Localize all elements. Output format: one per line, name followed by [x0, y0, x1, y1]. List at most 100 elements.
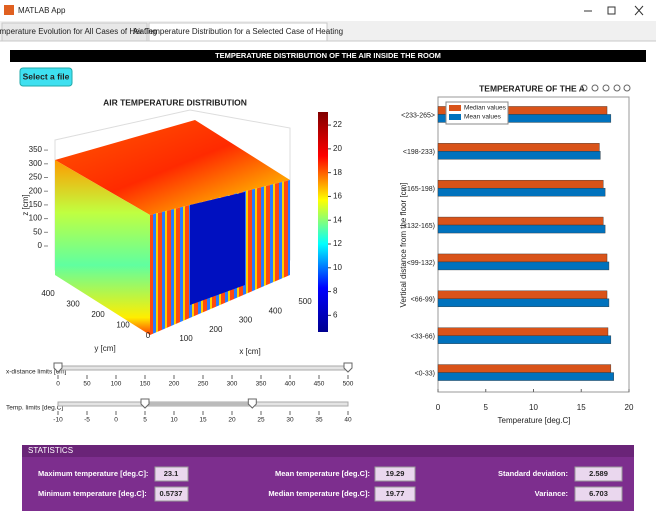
slider-thumb[interactable] — [140, 398, 150, 409]
stat-box — [574, 486, 623, 502]
z-tick-label: 100 — [29, 214, 43, 223]
colorbar-tick-label: 6 — [333, 310, 338, 319]
slider-thumb[interactable] — [247, 398, 257, 409]
slider-range — [145, 402, 253, 406]
stat-value: 2.589 — [589, 469, 608, 478]
x-tick-label: 15 — [577, 403, 586, 412]
stat-value: 0.5737 — [160, 489, 183, 498]
x-tick-label: 20 — [625, 403, 634, 412]
slider-thumb[interactable] — [343, 362, 353, 373]
slider-tick-label: 30 — [286, 417, 294, 424]
legend-label: Mean values — [464, 114, 502, 121]
slider-track — [57, 365, 349, 371]
bar — [437, 290, 608, 300]
y-tick-label: <132-165) — [403, 223, 435, 230]
bar — [437, 114, 612, 123]
slider-tick-label: 20 — [228, 417, 236, 424]
bar — [437, 298, 610, 308]
legend-swatch — [449, 105, 461, 111]
legend — [445, 101, 509, 125]
z-tick-label: 0 — [38, 241, 43, 250]
y-axis-label: Vertical distance from the floor [cm] — [399, 183, 408, 308]
slider-tick-label: 200 — [169, 381, 180, 388]
select-file-button[interactable] — [19, 67, 73, 87]
bar — [437, 224, 606, 234]
stat-label: Median temperature [deg.C]: — [268, 489, 370, 498]
stat-box — [374, 466, 416, 482]
x-tick-label: 5 — [484, 403, 489, 412]
stat-label: Standard deviation: — [498, 469, 568, 478]
bar — [437, 216, 604, 226]
y-tick-label: <99-132) — [407, 260, 435, 267]
bar — [437, 364, 612, 373]
bar — [437, 335, 612, 344]
colorbar-tick-label: 18 — [333, 168, 342, 177]
bar — [437, 179, 604, 189]
slider-tick-label: 25 — [257, 417, 265, 424]
x-axis-label: x [cm] — [239, 347, 260, 356]
colorbar-tick-label: 20 — [333, 144, 342, 153]
slider-tick-label: 150 — [140, 381, 151, 388]
slider-tick-label: 500 — [343, 381, 354, 388]
stat-value: 6.703 — [589, 489, 608, 498]
app-icon — [4, 5, 14, 15]
close-button[interactable] — [634, 5, 644, 16]
x-tick-label: 100 — [179, 334, 193, 343]
slider-thumb[interactable] — [53, 362, 63, 373]
y-tick-label: 200 — [91, 310, 105, 319]
colorbar — [318, 112, 328, 332]
x-tick-label: 200 — [209, 325, 223, 334]
colorbar-tick-label: 14 — [333, 215, 342, 224]
colorbar-tick-label: 22 — [333, 120, 342, 129]
slider-tick-label: 15 — [199, 417, 207, 424]
stat-value: 19.77 — [386, 489, 405, 498]
x-axis-label: Temperature [deg.C] — [498, 416, 571, 425]
stat-box — [574, 466, 623, 482]
plot-area — [437, 96, 630, 393]
y-tick-label: <66-99) — [411, 297, 435, 304]
z-tick-label: 300 — [29, 159, 43, 168]
bar — [437, 253, 608, 263]
slider-tick-label: 50 — [83, 381, 91, 388]
z-tick-label: 50 — [33, 227, 42, 236]
axes-toolbar[interactable] — [580, 84, 631, 92]
maximize-button[interactable] — [607, 6, 616, 15]
bar — [437, 372, 614, 381]
bar — [437, 327, 609, 336]
title-bar — [0, 0, 656, 21]
slider-tick-label: -5 — [84, 417, 90, 424]
colorbar-tick-label: 12 — [333, 239, 342, 248]
z-tick-label: 150 — [29, 200, 43, 209]
z-tick-label: 350 — [29, 145, 43, 154]
slider-tick-label: 350 — [256, 381, 267, 388]
tab-label: Air Temperature Distribution for a Selec… — [133, 27, 343, 36]
x-tick-label: 400 — [269, 306, 283, 315]
colorbar-tick-label: 10 — [333, 263, 342, 272]
legend-label: Median values — [464, 105, 507, 112]
y-tick-label: 0 — [146, 331, 151, 340]
y-tick-label: 100 — [116, 321, 130, 330]
y-tick-label: 300 — [66, 300, 80, 309]
z-tick-label: 200 — [29, 186, 43, 195]
stat-box — [154, 466, 189, 482]
slider-tick-label: 450 — [314, 381, 325, 388]
slider-label: Temp. limits [deg.C] — [6, 405, 63, 412]
slider-label: x-distance limits [cm] — [6, 369, 67, 376]
window-title: MATLAB App — [18, 6, 66, 15]
cold-region — [190, 192, 245, 305]
legend-swatch — [449, 114, 461, 120]
bar — [437, 151, 601, 160]
y-tick-label: <165-198) — [403, 186, 435, 193]
slider-tick-label: 10 — [170, 417, 178, 424]
stat-label: Maximum temperature [deg.C]: — [38, 469, 148, 478]
slider-tick-label: 5 — [143, 417, 147, 424]
stat-value: 19.29 — [386, 469, 405, 478]
stat-label: Variance: — [535, 489, 568, 498]
banner-text: TEMPERATURE DISTRIBUTION OF THE AIR INSI… — [215, 51, 441, 60]
button-label: Select a file — [23, 71, 70, 81]
stat-box — [374, 486, 416, 502]
x-tick-label: 10 — [529, 403, 538, 412]
y-tick-label: <33-66) — [411, 334, 435, 341]
volume-top — [55, 120, 290, 215]
x-tick-label: 500 — [298, 297, 312, 306]
